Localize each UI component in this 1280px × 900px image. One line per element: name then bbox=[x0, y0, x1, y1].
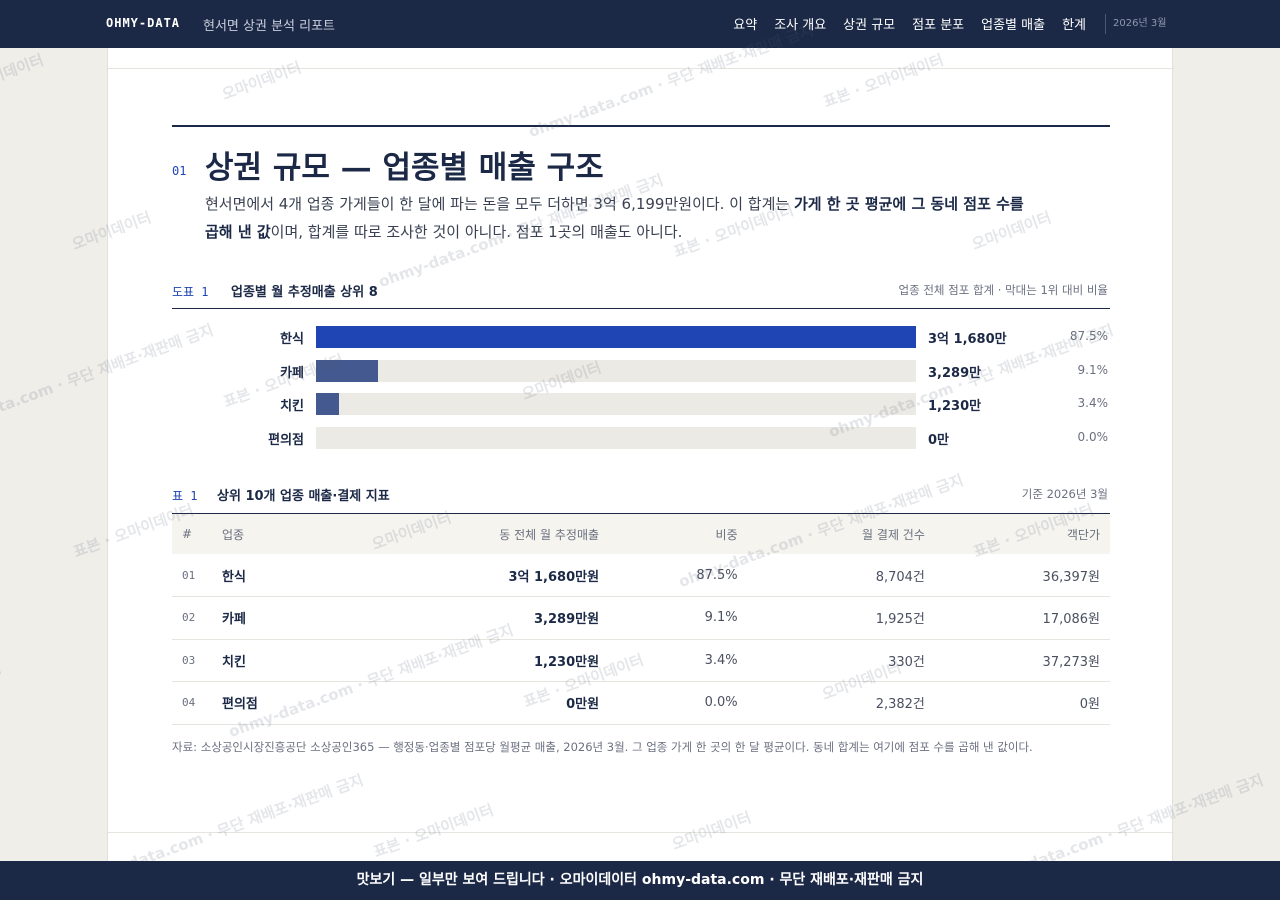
column-header: # bbox=[172, 514, 212, 554]
table-cell: 3억 1,680만원 bbox=[338, 554, 610, 597]
table-cell: 편의점 bbox=[212, 681, 339, 725]
table-label: 표 1 bbox=[172, 489, 198, 503]
bar-track bbox=[316, 326, 916, 348]
divider bbox=[108, 832, 1174, 833]
table-row: 03 치킨 1,230만원 3.4% 330건 37,273원 bbox=[172, 639, 1110, 682]
table-cell: 3,289만원 bbox=[338, 596, 610, 640]
column-header: 객단가 bbox=[934, 514, 1110, 554]
watermark: 오마이데이터 bbox=[0, 658, 4, 704]
section-title: 상권 규모 — 업종별 매출 구조 bbox=[205, 150, 604, 186]
table-cell: 0만원 bbox=[338, 681, 610, 725]
table-row: 01 한식 3억 1,680만원 87.5% 8,704건 36,397원 bbox=[172, 554, 1110, 597]
table-cell: 36,397원 bbox=[934, 554, 1110, 597]
table-cell: 1,925건 bbox=[747, 596, 935, 640]
section-rule bbox=[172, 125, 1110, 127]
watermark: 표본 · 오마이데이터 bbox=[0, 50, 46, 111]
table-cell: 2,382건 bbox=[747, 681, 935, 725]
table-row: 04 편의점 0만원 0.0% 2,382건 0원 bbox=[172, 681, 1110, 725]
report-card: 01 상권 규모 — 업종별 매출 구조 현서면에서 4개 업종 가게들이 한 … bbox=[107, 48, 1174, 861]
figure-label: 도표 1 bbox=[172, 285, 209, 299]
table-rule bbox=[172, 513, 1110, 514]
table-note: 기준 2026년 3월 bbox=[1021, 487, 1108, 501]
table-row: 02 카페 3,289만원 9.1% 1,925건 17,086원 bbox=[172, 596, 1110, 640]
bar-label: 카페 bbox=[280, 365, 304, 381]
table-cell: 9.1% bbox=[609, 596, 748, 640]
nav: 요약 조사 개요 상권 규모 점포 분포 업종별 매출 한계 bbox=[733, 14, 1086, 33]
row-number: 04 bbox=[172, 681, 212, 725]
column-header: 업종 bbox=[212, 514, 339, 554]
table-cell: 0원 bbox=[934, 681, 1110, 725]
bar-label: 한식 bbox=[280, 332, 304, 347]
nav-item[interactable]: 업종별 매출 bbox=[981, 18, 1046, 33]
nav-item[interactable]: 요약 bbox=[733, 18, 758, 33]
intro-emphasis: 가게 한 곳 평균에 그 동네 점포 수를 곱해 낸 값 bbox=[205, 195, 1024, 241]
column-header: 월 결제 건수 bbox=[747, 514, 935, 554]
bar-value: 0만 bbox=[928, 433, 950, 449]
column-header: 비중 bbox=[609, 514, 748, 554]
table-header: # 업종 동 전체 월 추정매출 비중 월 결제 건수 객단가 bbox=[172, 514, 1110, 554]
table-cell: 330건 bbox=[747, 639, 935, 682]
column-header: 동 전체 월 추정매출 bbox=[338, 514, 610, 554]
bar bbox=[316, 326, 916, 348]
bar-label: 편의점 bbox=[268, 433, 304, 449]
nav-item[interactable]: 한계 bbox=[1062, 18, 1086, 33]
bar-label: 치킨 bbox=[280, 399, 304, 415]
table-cell: 1,230만원 bbox=[338, 639, 610, 682]
table-cell: 37,273원 bbox=[934, 639, 1110, 682]
divider bbox=[108, 68, 1174, 69]
section-number: 01 bbox=[172, 164, 187, 178]
intro-text: 현서면에서 4개 업종 가게들이 한 달에 파는 돈을 모두 더하면 3억 6,… bbox=[205, 195, 794, 213]
table-cell: 17,086원 bbox=[934, 596, 1110, 640]
bar-value: 3,289만 bbox=[928, 365, 982, 381]
table-cell: 치킨 bbox=[212, 639, 339, 682]
table-title: 상위 10개 업종 매출·결제 지표 bbox=[217, 489, 390, 504]
nav-item[interactable]: 점포 분포 bbox=[912, 18, 965, 33]
top-bar: OHMY-DATA 현서면 상권 분석 리포트 요약 조사 개요 상권 규모 점포 분… bbox=[0, 0, 1280, 48]
report-date: 2026년 3월 bbox=[1105, 14, 1166, 34]
row-number: 02 bbox=[172, 596, 212, 640]
brand[interactable]: OHMY-DATA bbox=[106, 16, 181, 30]
bar-track bbox=[316, 427, 916, 450]
table-cell: 87.5% bbox=[609, 554, 748, 597]
bar-track bbox=[316, 359, 916, 382]
row-number: 03 bbox=[172, 639, 212, 682]
bar-share: 0.0% bbox=[1077, 430, 1109, 445]
bar bbox=[316, 359, 379, 382]
bar-value: 1,230만 bbox=[928, 399, 982, 415]
metrics-table: # 업종 동 전체 월 추정매출 비중 월 결제 건수 객단가 01 한식 3억 1,680만원… bbox=[172, 514, 1110, 725]
bar bbox=[316, 393, 340, 416]
table-cell: 한식 bbox=[212, 554, 339, 597]
table-cell: 0.0% bbox=[609, 681, 748, 725]
intro-text: 이며, 합계를 따로 조사한 것이 아니다. 점포 1곳의 매출도 아니다. bbox=[270, 223, 683, 241]
row-number: 01 bbox=[172, 554, 212, 597]
table-cell: 8,704건 bbox=[747, 554, 935, 597]
nav-item[interactable]: 조사 개요 bbox=[774, 18, 827, 33]
preview-banner: 맛보기 — 일부만 보여 드립니다 · 오마이데이터 ohmy-data.com… bbox=[0, 861, 1280, 900]
figure-title: 업종별 월 추정매출 상위 8 bbox=[231, 285, 378, 300]
bar-track bbox=[316, 393, 916, 416]
report-title: 현서면 상권 분석 리포트 bbox=[203, 19, 335, 34]
bar-share: 87.5% bbox=[1069, 329, 1108, 343]
bar-share: 3.4% bbox=[1077, 396, 1109, 411]
nav-item[interactable]: 상권 규모 bbox=[843, 18, 896, 33]
bar-share: 9.1% bbox=[1077, 362, 1109, 377]
source-note: 자료: 소상공인시장진흥공단 소상공인365 — 행정동·업종별 점포당 월평균… bbox=[172, 740, 1033, 754]
table-cell: 카페 bbox=[212, 596, 339, 640]
bar-value: 3억 1,680만 bbox=[928, 332, 1007, 347]
intro: 현서면에서 4개 업종 가게들이 한 달에 파는 돈을 모두 더하면 3억 6,… bbox=[205, 190, 1025, 246]
figure-note: 업종 전체 점포 합계 · 막대는 1위 대비 비율 bbox=[898, 283, 1109, 297]
table-cell: 3.4% bbox=[609, 639, 748, 682]
figure-rule bbox=[172, 308, 1110, 309]
